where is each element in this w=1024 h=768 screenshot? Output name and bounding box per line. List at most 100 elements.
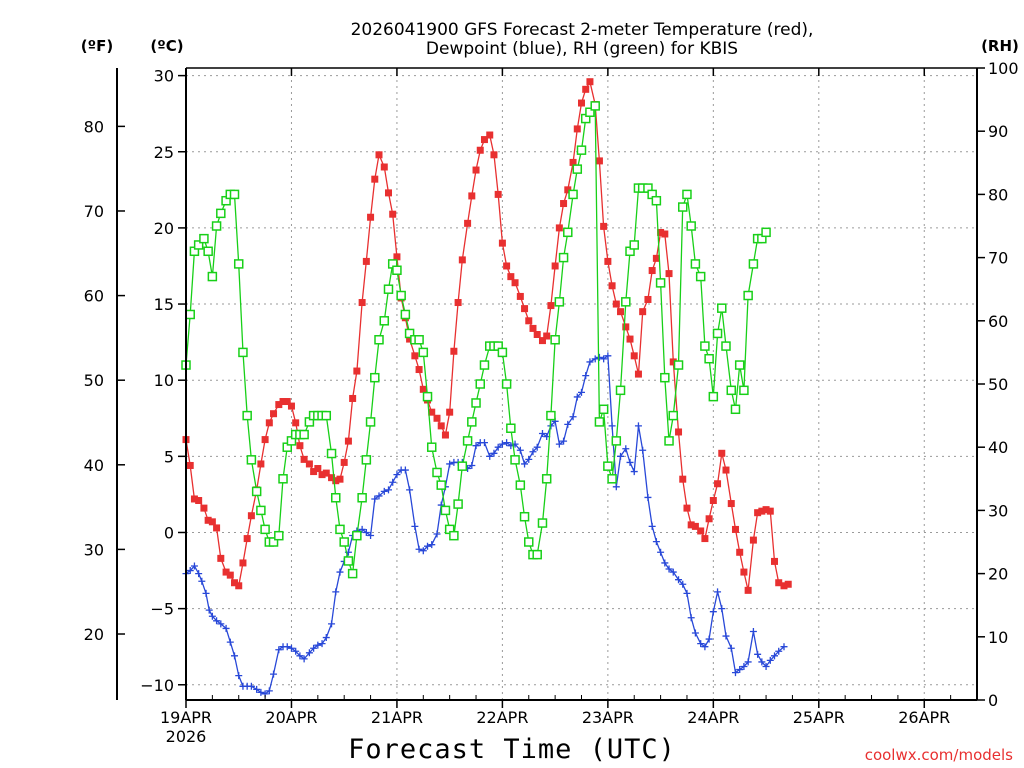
- temperature-point: [217, 554, 225, 562]
- dewpoint-point: [722, 632, 730, 640]
- rh-point: [233, 259, 244, 269]
- temperature-point: [727, 500, 735, 508]
- temperature-point: [634, 370, 642, 378]
- temperature-point: [533, 331, 541, 339]
- temperature-point: [472, 166, 480, 174]
- temperature-point: [458, 256, 466, 264]
- temperature-point: [521, 305, 529, 313]
- temperature-point: [547, 302, 555, 310]
- rh-point: [501, 379, 512, 389]
- dewpoint-point: [328, 620, 336, 628]
- credit-link[interactable]: coolwx.com/models: [865, 746, 1013, 764]
- temperature-point: [480, 136, 488, 144]
- temperature-point: [208, 518, 216, 526]
- rh-point: [256, 505, 266, 516]
- series-rh: [181, 101, 771, 579]
- y-tick-label-celsius: 10: [154, 371, 174, 390]
- temperature-point: [503, 262, 511, 270]
- rh-point: [576, 145, 587, 155]
- temperature-point: [287, 402, 295, 410]
- temperature-point: [446, 408, 454, 416]
- rh-point: [471, 398, 481, 408]
- temperature-point: [683, 504, 691, 512]
- y-tick-label-fahrenheit: 70: [84, 202, 104, 221]
- rh-point: [546, 410, 556, 421]
- temperature-point: [300, 455, 308, 463]
- rh-point: [682, 189, 692, 200]
- temperature-point: [380, 163, 388, 171]
- temperature-point: [661, 230, 669, 238]
- temperature-point: [507, 273, 515, 281]
- temperature-point: [705, 515, 713, 523]
- y-tick-label-rh: 10: [988, 628, 1008, 647]
- rh-point: [558, 252, 569, 263]
- unit-label-celsius: (ºC): [150, 37, 183, 55]
- x-tick-label: 23APR: [582, 708, 634, 727]
- dewpoint-point: [480, 439, 488, 447]
- temperature-point: [358, 299, 366, 307]
- temperature-point: [393, 253, 401, 261]
- temperature-point: [564, 186, 572, 194]
- rh-point: [400, 309, 411, 320]
- dewpoint-point: [406, 486, 414, 494]
- temperature-point: [270, 410, 278, 418]
- rh-point: [629, 240, 639, 250]
- rh-point: [414, 335, 424, 345]
- temperature-point: [731, 525, 739, 533]
- x-tick-label: 26APR: [898, 708, 950, 727]
- temperature-point: [318, 471, 326, 479]
- dewpoint-point: [697, 640, 705, 648]
- temperature-point: [758, 507, 766, 515]
- dewpoint-point: [744, 658, 752, 666]
- temperature-point: [675, 428, 683, 436]
- temperature-point: [630, 352, 638, 360]
- temperature-point: [754, 509, 762, 517]
- dewpoint-point: [586, 358, 594, 366]
- rh-point: [246, 455, 257, 465]
- dewpoint-point: [612, 483, 620, 491]
- dewpoint-point: [208, 612, 216, 620]
- rh-point: [621, 297, 631, 307]
- temperature-point: [608, 282, 616, 290]
- dewpoint-point: [555, 440, 563, 448]
- rh-point: [721, 341, 731, 351]
- temperature-point: [762, 506, 770, 514]
- temperature-point: [709, 497, 717, 505]
- temperature-point: [222, 568, 230, 576]
- dewpoint-point: [754, 650, 762, 658]
- temperature-point: [213, 524, 221, 532]
- temperature-point: [679, 475, 687, 483]
- series-layer: [181, 78, 792, 698]
- rh-point: [686, 221, 696, 231]
- rh-point: [347, 568, 358, 579]
- temperature-point: [551, 262, 559, 270]
- dewpoint-point: [644, 493, 652, 501]
- rh-point: [422, 391, 433, 402]
- dewpoint-point: [578, 388, 585, 396]
- dewpoint-point: [235, 672, 243, 680]
- dewpoint-point: [600, 355, 608, 363]
- temperature-point: [389, 210, 397, 218]
- rh-point: [704, 353, 714, 364]
- rh-point: [457, 461, 468, 471]
- dewpoint-point: [362, 528, 370, 536]
- dewpoint-point: [657, 548, 665, 556]
- temperature-point: [543, 332, 551, 340]
- dewpoint-point: [494, 443, 502, 451]
- temperature-point: [322, 469, 330, 477]
- dewpoint-point: [186, 567, 194, 575]
- temperature-point: [612, 300, 620, 308]
- y-tick-label-fahrenheit: 20: [84, 625, 104, 644]
- dewpoint-point: [415, 545, 423, 553]
- y-tick-label-rh: 0: [988, 691, 998, 710]
- temperature-point: [486, 131, 494, 139]
- temperature-point: [749, 536, 757, 544]
- dewpoint-point: [424, 542, 432, 550]
- dewpoint-point: [608, 422, 616, 430]
- temperature-point: [411, 352, 419, 360]
- rh-point: [563, 227, 573, 238]
- axes: −10 −5 0 5 10 15 20 25 30 20 30 40 50 60 70 80 0 10 20 30 40…: [84, 59, 1019, 746]
- y-tick-label-celsius: 0: [164, 523, 174, 542]
- dewpoint-point: [358, 525, 366, 533]
- rh-point: [251, 486, 262, 497]
